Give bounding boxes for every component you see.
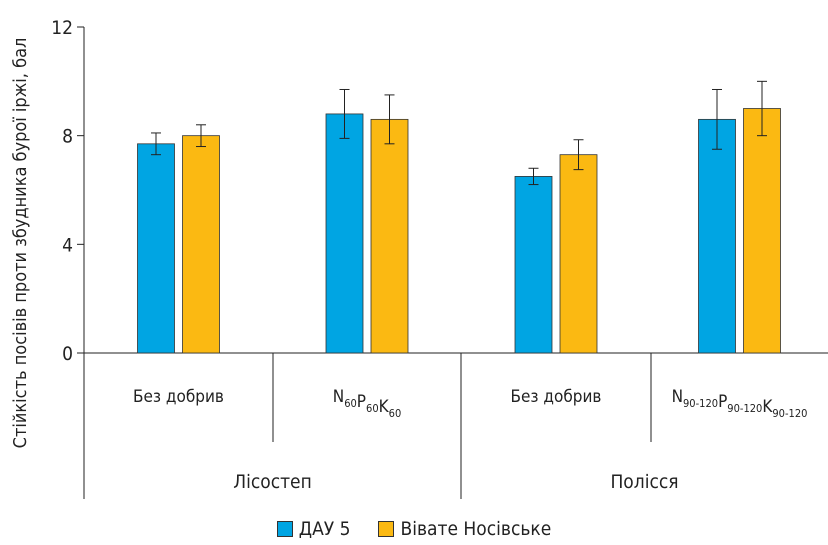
error-bars — [151, 80, 767, 186]
y-axis-title: Стійкість посівів проти збудника бурої і… — [10, 38, 31, 449]
bar-2-1 — [182, 135, 220, 354]
bar-1-1 — [137, 143, 175, 354]
legend-item-series-1: ДАУ 5 — [276, 518, 351, 540]
bar-2-3 — [559, 154, 598, 354]
legend-swatch-series-1 — [276, 521, 293, 537]
y-axis-ticks: 0 4 8 12 — [51, 17, 84, 365]
bar-1-4 — [698, 118, 736, 354]
category-labels: Без добрив N60P60K60 Без добрив N90-120P90-… — [133, 387, 807, 420]
category-label: N60P60K60 — [333, 387, 402, 420]
legend-label-series-1: ДАУ 5 — [298, 518, 351, 540]
group-label: Лісостеп — [233, 471, 312, 493]
bar-2-2 — [370, 118, 409, 354]
y-axis-label: Стійкість посівів проти збудника бурої і… — [10, 38, 31, 449]
group-label: Полісся — [610, 471, 678, 493]
legend-label-series-2: Вівате Носівське — [400, 518, 552, 540]
legend: ДАУ 5 Вівате Носівське — [0, 517, 828, 541]
category-label: Без добрив — [511, 387, 602, 407]
category-label: Без добрив — [133, 387, 224, 407]
bar-chart: Стійкість посівів проти збудника бурої і… — [10, 17, 828, 499]
y-tick-label: 0 — [62, 343, 73, 365]
y-tick-label: 12 — [51, 17, 73, 39]
bars — [137, 108, 781, 354]
y-tick-label: 4 — [62, 234, 73, 256]
legend-swatch-series-2 — [378, 521, 395, 537]
bar-2-4 — [743, 108, 781, 354]
legend-item-series-2: Вівате Носівське — [378, 518, 551, 540]
bar-1-3 — [514, 176, 553, 354]
y-tick-label: 8 — [62, 126, 73, 148]
bar-1-2 — [325, 113, 364, 354]
category-label: N90-120P90-120K90-120 — [672, 387, 808, 420]
group-labels: Лісостеп Полісся — [233, 471, 678, 493]
